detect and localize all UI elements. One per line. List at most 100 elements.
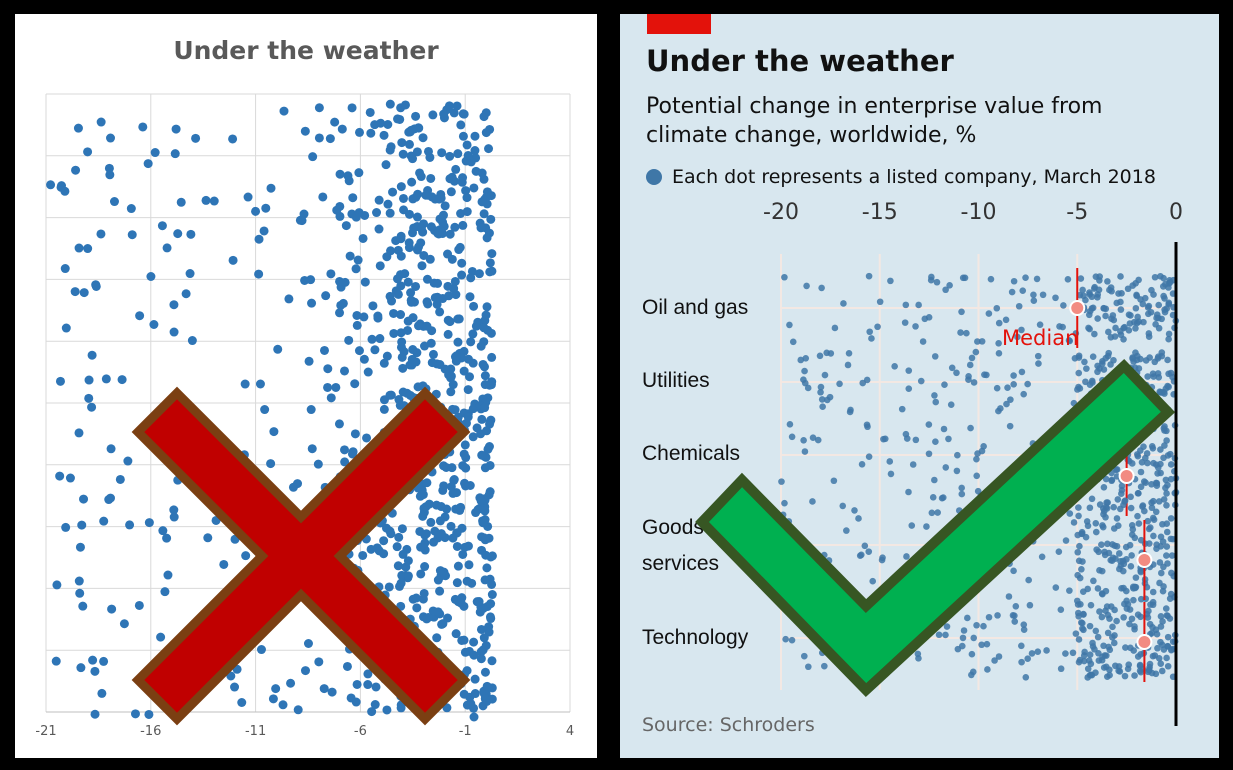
scatter-point: [446, 371, 456, 381]
strip-point: [1014, 333, 1021, 341]
strip-point: [1128, 552, 1135, 559]
strip-point: [1022, 274, 1029, 281]
scatter-point: [459, 109, 469, 119]
strip-point: [876, 298, 884, 306]
scatter-point: [75, 542, 85, 552]
scatter-point: [484, 144, 494, 154]
scatter-point: [479, 362, 489, 372]
right-points: [778, 268, 1180, 682]
strip-point: [1120, 584, 1127, 592]
legend: Each dot represents a listed company, Ma…: [646, 166, 1156, 188]
scatter-point: [379, 536, 389, 546]
scatter-point: [435, 307, 445, 317]
scatter-point: [344, 335, 354, 345]
strip-point: [1159, 587, 1167, 595]
scatter-point: [169, 327, 179, 337]
strip-point: [1133, 292, 1141, 300]
strip-point: [1126, 620, 1133, 628]
strip-point: [1127, 563, 1135, 570]
category-label-line: Goods: [642, 516, 704, 539]
scatter-point: [425, 254, 435, 264]
scatter-point: [186, 229, 196, 239]
scatter-point: [458, 131, 468, 141]
category-label: Chemicals: [642, 436, 740, 472]
scatter-point: [398, 193, 408, 203]
strip-point: [1149, 444, 1157, 452]
strip-point: [1155, 324, 1163, 332]
strip-point: [995, 350, 1003, 357]
strip-point: [1099, 523, 1107, 531]
scatter-point: [479, 633, 489, 643]
scatter-point: [407, 177, 417, 187]
scatter-point: [162, 533, 172, 543]
strip-point: [968, 354, 976, 362]
scatter-point: [453, 314, 463, 324]
strip-point: [1052, 294, 1059, 302]
scatter-point: [162, 243, 172, 253]
scatter-point: [478, 603, 488, 613]
strip-point: [1117, 306, 1125, 313]
strip-point: [1146, 660, 1154, 668]
scatter-point: [460, 478, 470, 488]
strip-point: [1165, 383, 1172, 391]
strip-point: [959, 634, 967, 642]
strip-point: [1076, 656, 1084, 664]
scatter-point: [106, 444, 116, 454]
median-annotation: Median: [1002, 326, 1079, 350]
strip-point: [1084, 522, 1092, 530]
scatter-point: [388, 187, 398, 197]
scatter-point: [457, 258, 467, 268]
scatter-point: [456, 502, 466, 512]
scatter-point: [485, 460, 495, 470]
strip-point: [1163, 528, 1171, 536]
scatter-point: [350, 429, 360, 439]
strip-point: [1144, 459, 1151, 467]
scatter-point: [185, 269, 195, 279]
scatter-point: [400, 100, 410, 110]
strip-point: [840, 300, 847, 307]
strip-point: [1088, 671, 1096, 679]
scatter-point: [467, 266, 477, 276]
scatter-point: [397, 138, 407, 148]
strip-point: [957, 329, 964, 336]
scatter-point: [433, 607, 443, 617]
strip-point: [912, 436, 920, 444]
scatter-point: [433, 228, 443, 238]
strip-point: [1139, 300, 1147, 308]
scatter-point: [392, 542, 402, 552]
strip-point: [1161, 442, 1168, 449]
strip-point: [995, 319, 1003, 327]
strip-point: [1157, 660, 1165, 668]
scatter-point: [126, 204, 136, 214]
strip-point: [1066, 337, 1074, 345]
scatter-point: [438, 619, 448, 629]
scatter-point: [374, 224, 384, 234]
strip-point: [1143, 450, 1151, 457]
strip-point: [1132, 325, 1139, 332]
scatter-point: [413, 189, 423, 199]
check-mark-icon: [695, 358, 1176, 697]
strip-point: [1071, 355, 1079, 362]
strip-point: [1125, 661, 1133, 668]
strip-point: [1162, 605, 1170, 612]
scatter-point: [254, 269, 264, 279]
strip-point: [1135, 520, 1143, 527]
strip-point: [1039, 291, 1047, 299]
scatter-point: [479, 209, 489, 219]
scatter-point: [432, 633, 442, 643]
strip-point: [912, 323, 919, 330]
scatter-point: [445, 151, 455, 161]
scatter-point: [84, 375, 94, 385]
scatter-point: [396, 578, 406, 588]
strip-point: [1078, 566, 1085, 573]
strip-point: [1002, 316, 1010, 324]
scatter-point: [314, 133, 324, 143]
strip-point: [1146, 354, 1153, 361]
scatter-point: [462, 207, 472, 217]
strip-point: [863, 376, 871, 384]
strip-point: [914, 650, 922, 658]
scatter-point: [358, 233, 368, 243]
strip-point: [1121, 498, 1128, 505]
strip-point: [1160, 563, 1167, 571]
strip-point: [1033, 275, 1041, 283]
